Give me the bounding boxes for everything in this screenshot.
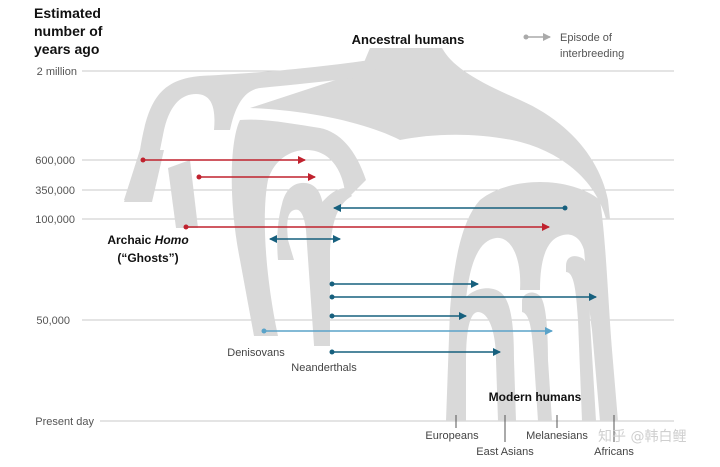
legend-line-1: Episode of bbox=[560, 32, 613, 44]
legend: Episode of interbreeding bbox=[523, 32, 624, 60]
ghost-arrow-3-origin bbox=[183, 224, 189, 230]
melanesians-label: Melanesians bbox=[526, 430, 588, 442]
eurasian-fork bbox=[450, 288, 516, 421]
ghost-branch-left bbox=[124, 150, 164, 202]
east-asians-label: East Asians bbox=[476, 446, 534, 458]
tick-label-100000: 100,000 bbox=[35, 214, 75, 226]
tick-label-350000: 350,000 bbox=[35, 185, 75, 197]
europeans-label: Europeans bbox=[425, 430, 479, 442]
ghost-arrow-2-origin bbox=[196, 174, 202, 180]
ghosts-label: (“Ghosts”) bbox=[117, 251, 178, 265]
modern-humans-label: Modern humans bbox=[489, 390, 582, 404]
denisovans-label: Denisovans bbox=[227, 347, 285, 359]
ghost-branch-mid bbox=[168, 160, 198, 228]
y-title-line-1: Estimated bbox=[34, 5, 101, 21]
tick-label-present-day: Present day bbox=[35, 416, 94, 428]
ancestral-humans-label: Ancestral humans bbox=[352, 32, 465, 47]
neanderthal-leg bbox=[314, 188, 352, 346]
tick-label-50000: 50,000 bbox=[36, 315, 70, 327]
ghost-arrow-1-origin bbox=[140, 157, 146, 163]
modern-stem bbox=[446, 182, 618, 421]
archaic-homo-label: Archaic Homo bbox=[107, 233, 188, 247]
population-ticks bbox=[455, 415, 615, 442]
y-title-line-3: years ago bbox=[34, 41, 99, 57]
modern-arrow-origin bbox=[562, 205, 568, 211]
denisovan-neanderthal-stem bbox=[231, 119, 366, 336]
africans-label: Africans bbox=[594, 446, 634, 458]
archaic-arch bbox=[124, 60, 378, 200]
tick-label-600000: 600,000 bbox=[35, 155, 75, 167]
interbreeding-arrows bbox=[140, 156, 597, 356]
y-title-line-2: number of bbox=[34, 23, 103, 39]
tick-label-2-million: 2 million bbox=[37, 66, 77, 78]
melanesian-branch bbox=[522, 292, 552, 421]
legend-line-2: interbreeding bbox=[560, 48, 624, 60]
lineage-tree bbox=[124, 48, 618, 421]
watermark: 知乎 @韩白鲤 bbox=[598, 428, 686, 445]
ancestral-trunk bbox=[250, 48, 610, 219]
neanderthals-label: Neanderthals bbox=[291, 362, 357, 374]
